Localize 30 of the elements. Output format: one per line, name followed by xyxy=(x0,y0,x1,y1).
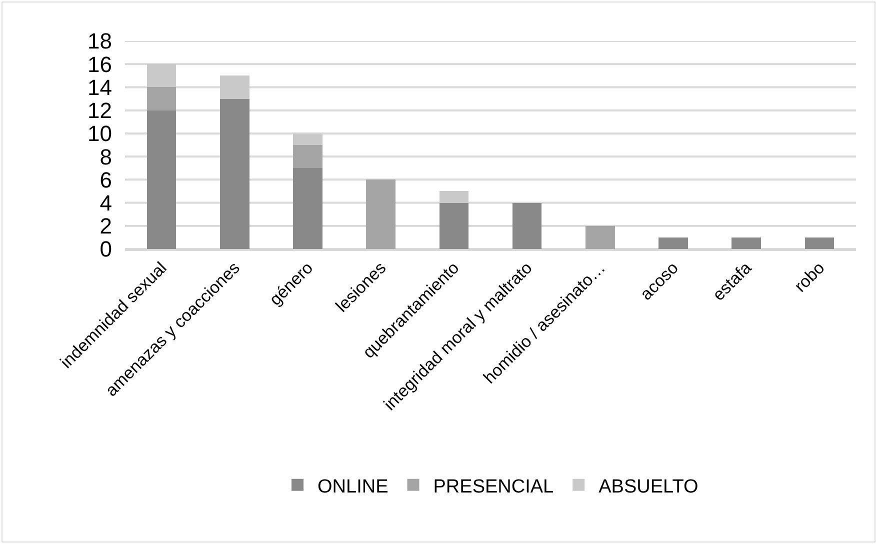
bar xyxy=(293,133,322,145)
bar xyxy=(220,76,250,99)
x-tick-label: robo xyxy=(790,258,828,296)
bar xyxy=(146,110,176,249)
y-tick-label: 18 xyxy=(88,28,112,54)
y-tick-label: 0 xyxy=(100,236,112,262)
legend-label: ABSUELTO xyxy=(598,476,698,498)
bar xyxy=(658,237,688,249)
bar xyxy=(439,202,469,249)
bar xyxy=(366,180,396,249)
bar xyxy=(512,202,542,249)
y-tick-label: 16 xyxy=(88,52,112,77)
bar xyxy=(439,191,469,203)
bar xyxy=(146,64,176,88)
y-tick-label: 6 xyxy=(100,167,112,192)
y-tick-label: 2 xyxy=(100,214,112,239)
bar xyxy=(146,87,176,110)
bar xyxy=(804,237,834,249)
y-tick-label: 8 xyxy=(100,144,112,170)
legend-label: ONLINE xyxy=(318,476,388,498)
legend-label: PRESENCIAL xyxy=(433,476,554,498)
bar xyxy=(293,168,322,249)
bar xyxy=(293,145,322,168)
y-tick-label: 10 xyxy=(88,121,112,146)
y-tick-label: 12 xyxy=(88,98,112,124)
y-tick-label: 4 xyxy=(100,190,112,216)
bar xyxy=(732,237,761,249)
y-tick-label: 14 xyxy=(88,74,112,100)
bar xyxy=(220,98,250,249)
bar xyxy=(586,226,615,249)
